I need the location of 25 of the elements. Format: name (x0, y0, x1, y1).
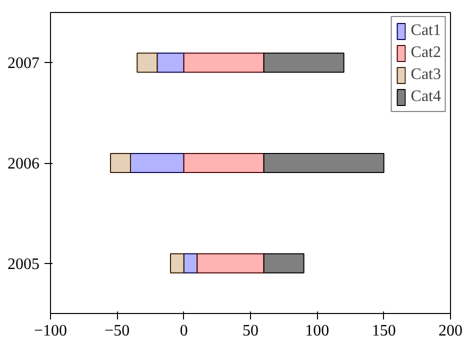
x-tick-label: −100 (34, 322, 68, 340)
bar (110, 152, 131, 174)
bar (263, 52, 344, 73)
bar (136, 52, 158, 73)
legend-label: Cat2 (410, 44, 441, 62)
x-tick-label: −50 (104, 322, 130, 340)
legend-label: Cat4 (410, 88, 441, 106)
bar (263, 152, 384, 174)
bar (183, 152, 264, 174)
x-tick-label: 50 (242, 322, 258, 340)
legend-label: Cat3 (410, 66, 441, 84)
bar (196, 253, 264, 274)
x-tick-label: 0 (180, 322, 188, 340)
bar (130, 152, 184, 174)
bar (183, 52, 264, 73)
bar (263, 253, 304, 274)
x-tick-label: 100 (305, 322, 330, 340)
x-tick-label: 200 (438, 322, 462, 340)
bar (156, 52, 184, 73)
y-tick-label: 2007 (8, 55, 40, 72)
y-tick-label: 2005 (8, 256, 40, 273)
y-tick-label: 2006 (8, 156, 40, 172)
bar (170, 253, 184, 274)
legend-label: Cat1 (410, 22, 441, 40)
x-tick-label: 150 (372, 322, 396, 340)
